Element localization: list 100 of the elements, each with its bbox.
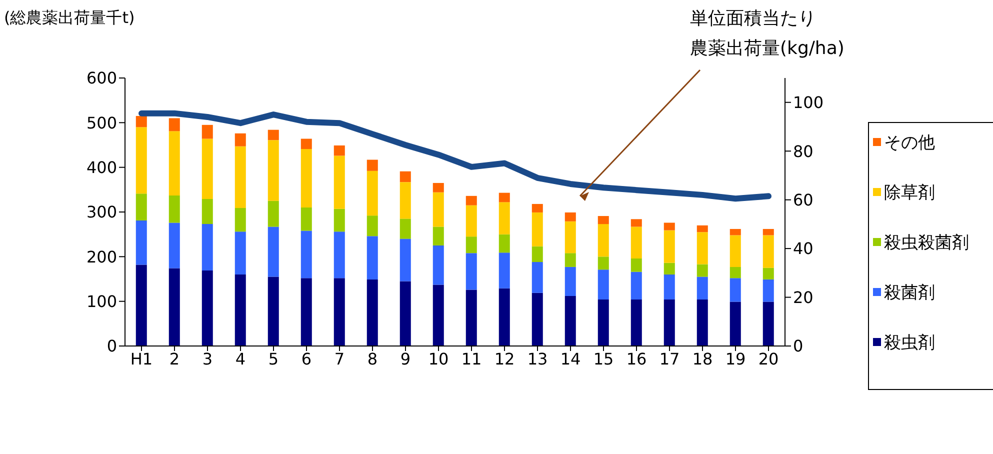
- x-tick-label: 14: [560, 349, 581, 368]
- bar: [466, 196, 477, 206]
- bar: [564, 212, 576, 222]
- x-tick-label: 20: [758, 349, 779, 368]
- bar: [366, 279, 378, 346]
- bar: [564, 266, 576, 296]
- bar: [762, 279, 774, 302]
- x-tick-label: H1: [130, 349, 153, 368]
- bar: [532, 246, 543, 262]
- bar: [696, 276, 708, 300]
- y-tick-label: 200: [86, 247, 117, 266]
- x-tick-label: 3: [202, 349, 213, 368]
- bar: [730, 228, 741, 236]
- x-tick-label: 18: [692, 349, 713, 368]
- y-tick-label: 600: [86, 68, 117, 88]
- x-tick-label: 10: [428, 349, 449, 368]
- bar: [532, 204, 543, 212]
- x-tick-label: 8: [367, 349, 378, 368]
- bar: [136, 194, 147, 220]
- x-tick-label: 7: [334, 349, 345, 368]
- bar: [432, 246, 444, 285]
- legend-label: 除草剤: [884, 182, 935, 204]
- bar: [366, 216, 378, 236]
- y2-tick-label: 0: [793, 336, 804, 356]
- bar: [696, 232, 708, 264]
- bar: [762, 235, 774, 268]
- y-tick-label: 400: [86, 158, 117, 178]
- bar: [268, 200, 279, 227]
- bar: [598, 270, 609, 300]
- y2-tick-label: 20: [793, 288, 814, 307]
- bar: [466, 253, 477, 290]
- bar: [432, 182, 444, 192]
- bar: [532, 292, 543, 346]
- bar: [334, 208, 345, 232]
- x-tick-label: 4: [235, 349, 246, 368]
- bar: [432, 284, 444, 346]
- bar: [498, 202, 510, 234]
- bar: [630, 258, 642, 272]
- y-tick-label: 100: [86, 292, 117, 312]
- bar: [696, 300, 708, 346]
- legend-label: 殺虫殺菌剤: [884, 232, 969, 254]
- bar: [202, 199, 213, 224]
- legend-label: 殺虫剤: [884, 332, 935, 354]
- x-tick-label: 15: [593, 349, 614, 368]
- legend-label: 殺菌剤: [884, 282, 935, 304]
- x-tick-label: 13: [527, 349, 548, 368]
- y-tick-label: 0: [106, 336, 117, 356]
- bar: [400, 182, 411, 219]
- bar: [598, 256, 609, 270]
- bar: [598, 300, 609, 346]
- x-tick-label: 16: [626, 349, 647, 368]
- bar: [136, 264, 147, 346]
- bar: [664, 262, 675, 275]
- y2-tick-label: 60: [793, 190, 814, 210]
- y-tick-label: 500: [86, 113, 117, 132]
- bar: [466, 236, 477, 254]
- y2-tick-label: 100: [793, 93, 824, 112]
- x-tick-label: 5: [268, 349, 279, 368]
- bar: [300, 149, 312, 208]
- bar: [696, 225, 708, 232]
- bar: [300, 278, 312, 346]
- bar: [334, 145, 345, 156]
- bar: [432, 192, 444, 227]
- bar: [664, 230, 675, 263]
- bar: [564, 221, 576, 254]
- bar: [762, 268, 774, 280]
- x-tick-label: 19: [725, 349, 746, 368]
- bar: [168, 131, 180, 196]
- bar: [564, 253, 576, 267]
- bar: [498, 192, 510, 202]
- bar: [466, 205, 477, 237]
- bar: [532, 212, 543, 246]
- bar: [202, 270, 213, 346]
- bar: [268, 140, 279, 201]
- bar: [366, 160, 378, 171]
- bar: [498, 288, 510, 346]
- bar: [300, 230, 312, 278]
- bar: [630, 219, 642, 227]
- y-axis-title: (総農薬出荷量千t): [4, 8, 135, 29]
- bar: [598, 224, 609, 257]
- bar: [268, 226, 279, 277]
- bar: [730, 266, 741, 278]
- legend-label: その他: [884, 132, 935, 154]
- bar: [234, 274, 246, 346]
- bar: [334, 278, 345, 346]
- bar: [664, 274, 675, 300]
- bar: [168, 222, 180, 268]
- bar: [366, 236, 378, 280]
- bar: [664, 300, 675, 346]
- bar: [136, 116, 147, 128]
- bar: [664, 222, 675, 230]
- bar: [400, 218, 411, 239]
- x-tick-label: 9: [400, 349, 411, 368]
- bar: [202, 138, 213, 200]
- bar: [168, 268, 180, 346]
- bar: [598, 216, 609, 224]
- x-tick-label: 12: [494, 349, 515, 368]
- bar: [366, 170, 378, 216]
- bar: [334, 156, 345, 209]
- bar: [432, 226, 444, 246]
